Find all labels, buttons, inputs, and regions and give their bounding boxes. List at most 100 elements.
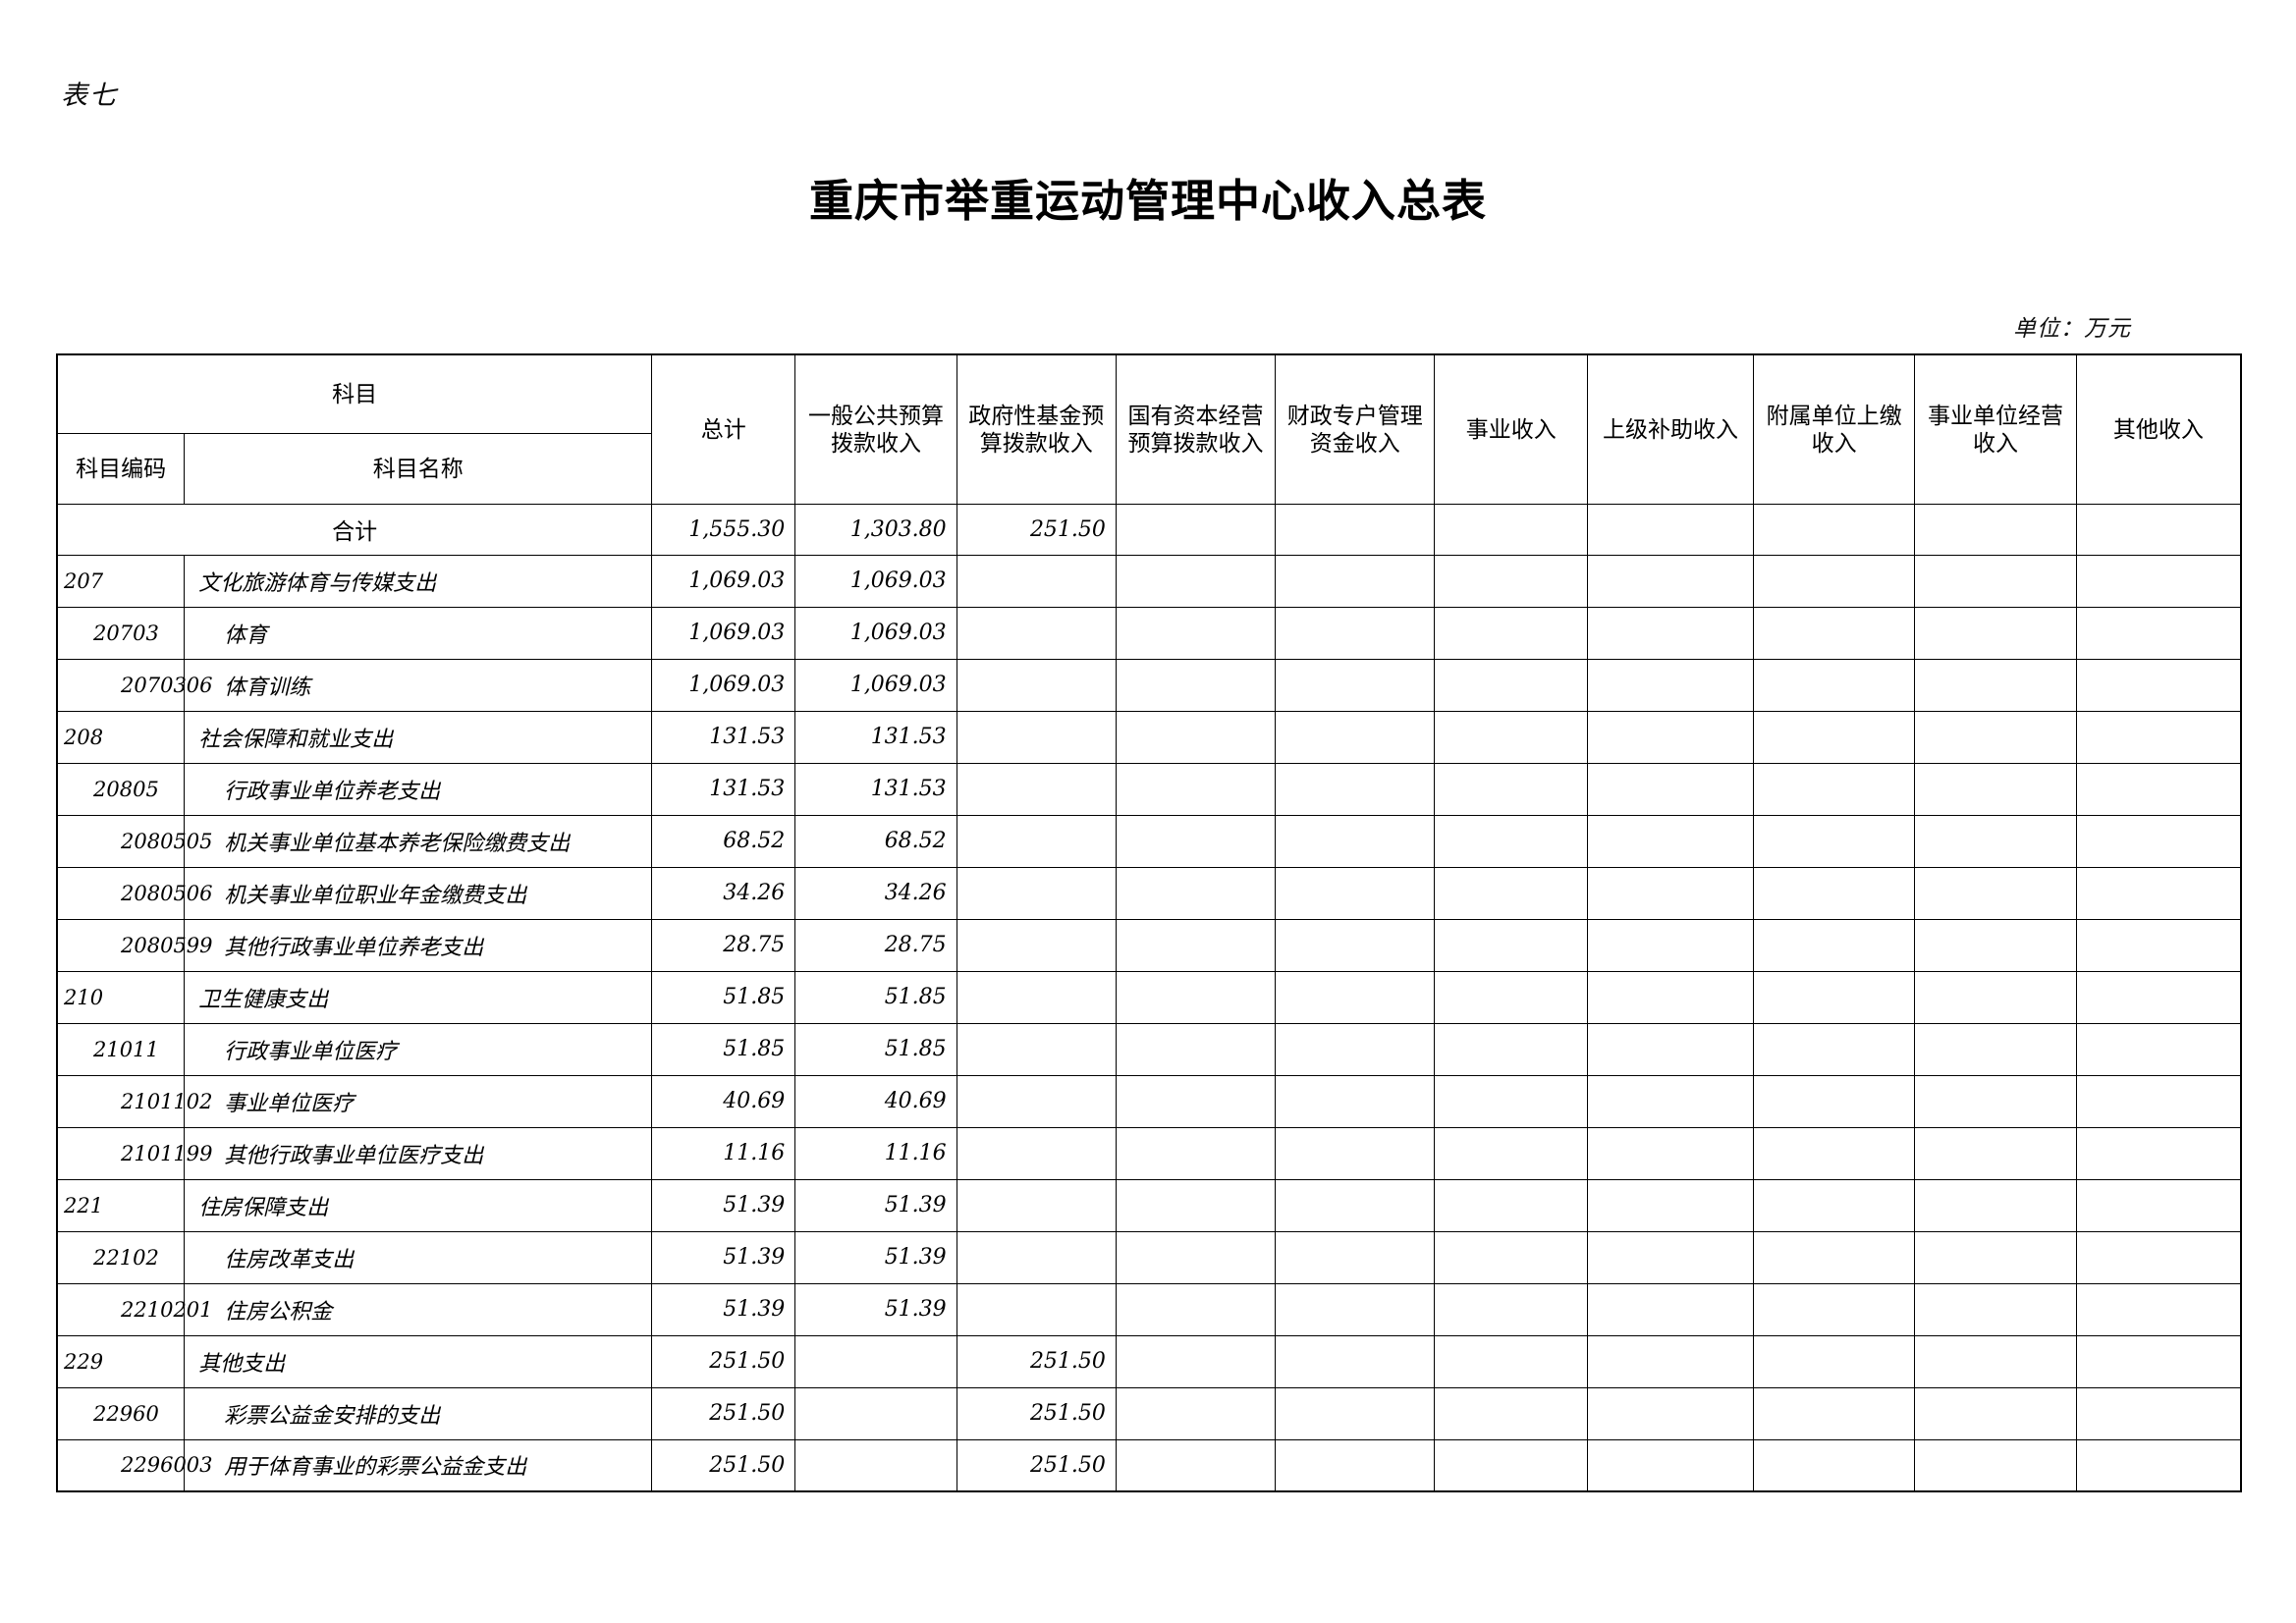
- cell-value-4: [1434, 1282, 1589, 1336]
- cell-value-1: [956, 970, 1117, 1024]
- cell-subject-name: 机关事业单位基本养老保险缴费支出: [184, 814, 653, 868]
- cell-value-1: [956, 1022, 1117, 1076]
- cell-total: 1,069.03: [651, 658, 796, 712]
- cell-total: 251.50: [651, 1438, 796, 1492]
- cell-value-2: [1115, 1230, 1277, 1284]
- header-col-fiscal-special-account: 财政专户管理资金收入: [1275, 353, 1436, 505]
- total-row-value-7: [1914, 503, 2077, 556]
- cell-value-3: [1275, 1178, 1436, 1232]
- cell-value-3: [1275, 554, 1436, 608]
- cell-value-8: [2075, 1178, 2242, 1232]
- cell-value-1: [956, 1282, 1117, 1336]
- cell-subject-code: 2101102: [56, 1074, 213, 1128]
- cell-value-8: [2075, 606, 2242, 660]
- cell-value-2: [1115, 1386, 1277, 1440]
- cell-value-7: [1914, 606, 2077, 660]
- cell-value-0: 1,069.03: [794, 658, 957, 712]
- table-header: 科目 总计 一般公共预算拨款收入 政府性基金预算拨款收入 国有资本经营预算拨款收…: [56, 353, 2242, 505]
- cell-value-2: [1115, 1022, 1277, 1076]
- cell-value-6: [1752, 970, 1916, 1024]
- cell-value-4: [1434, 762, 1589, 816]
- cell-value-4: [1434, 1022, 1589, 1076]
- cell-subject-code: 210: [56, 970, 186, 1024]
- header-col-subordinate-remittance: 附属单位上缴收入: [1752, 353, 1916, 505]
- cell-value-7: [1914, 710, 2077, 764]
- total-row-value-6: [1752, 503, 1916, 556]
- header-subject-code: 科目编码: [56, 432, 186, 505]
- table-row: 2210201 住房公积金 51.39 51.39: [56, 1282, 2242, 1336]
- cell-value-7: [1914, 1022, 2077, 1076]
- cell-value-8: [2075, 1074, 2242, 1128]
- cell-value-5: [1587, 1230, 1754, 1284]
- cell-value-7: [1914, 1386, 2077, 1440]
- cell-value-5: [1587, 1334, 1754, 1388]
- cell-subject-code: 2210201: [56, 1282, 213, 1336]
- cell-total: 1,069.03: [651, 606, 796, 660]
- total-row-label: 合计: [56, 503, 653, 556]
- table-row: 207 文化旅游体育与传媒支出 1,069.03 1,069.03: [56, 554, 2242, 608]
- cell-value-0: 131.53: [794, 710, 957, 764]
- cell-value-3: [1275, 1438, 1436, 1492]
- cell-value-1: [956, 554, 1117, 608]
- cell-value-0: 34.26: [794, 866, 957, 920]
- cell-total: 51.39: [651, 1282, 796, 1336]
- header-col-superior-subsidy: 上级补助收入: [1587, 353, 1754, 505]
- cell-value-6: [1752, 1126, 1916, 1180]
- total-row-value-8: [2075, 503, 2242, 556]
- table-row: 22102 住房改革支出 51.39 51.39: [56, 1230, 2242, 1284]
- cell-subject-name: 体育训练: [184, 658, 653, 712]
- cell-value-6: [1752, 866, 1916, 920]
- header-row-bottom: 科目编码 科目名称: [56, 432, 2241, 505]
- cell-value-5: [1587, 1178, 1754, 1232]
- cell-value-8: [2075, 918, 2242, 972]
- table-row-total: 合计 1,555.30 1,303.80 251.50: [56, 503, 2242, 556]
- table-row: 2296003 用于体育事业的彩票公益金支出 251.50 251.50: [56, 1438, 2242, 1492]
- cell-value-6: [1752, 1282, 1916, 1336]
- cell-subject-name: 其他支出: [184, 1334, 653, 1388]
- cell-value-3: [1275, 658, 1436, 712]
- cell-value-3: [1275, 1334, 1436, 1388]
- table-row: 22960 彩票公益金安排的支出 251.50 251.50: [56, 1386, 2242, 1440]
- cell-value-4: [1434, 1230, 1589, 1284]
- cell-value-8: [2075, 866, 2242, 920]
- cell-value-7: [1914, 658, 2077, 712]
- cell-value-0: 51.39: [794, 1230, 957, 1284]
- cell-subject-name: 行政事业单位医疗: [184, 1022, 653, 1076]
- cell-value-4: [1434, 1178, 1589, 1232]
- cell-value-4: [1434, 606, 1589, 660]
- cell-value-7: [1914, 918, 2077, 972]
- cell-value-8: [2075, 814, 2242, 868]
- cell-value-8: [2075, 1022, 2242, 1076]
- cell-total: 51.85: [651, 1022, 796, 1076]
- cell-value-2: [1115, 1074, 1277, 1128]
- cell-value-8: [2075, 1334, 2242, 1388]
- cell-value-4: [1434, 1074, 1589, 1128]
- cell-value-3: [1275, 1126, 1436, 1180]
- header-col-business-income: 事业收入: [1434, 353, 1589, 505]
- cell-value-0: [794, 1334, 957, 1388]
- cell-total: 131.53: [651, 762, 796, 816]
- cell-value-2: [1115, 1282, 1277, 1336]
- total-row-value-5: [1587, 503, 1754, 556]
- cell-value-1: [956, 658, 1117, 712]
- cell-value-6: [1752, 606, 1916, 660]
- total-row-value-1: 251.50: [956, 503, 1117, 556]
- cell-subject-code: 2080505: [56, 814, 213, 868]
- cell-value-6: [1752, 1438, 1916, 1492]
- cell-value-7: [1914, 1178, 2077, 1232]
- total-row-total: 1,555.30: [651, 503, 796, 556]
- header-total: 总计: [651, 353, 796, 505]
- cell-value-6: [1752, 762, 1916, 816]
- cell-subject-name: 文化旅游体育与传媒支出: [184, 554, 653, 608]
- cell-value-1: [956, 1230, 1117, 1284]
- cell-value-3: [1275, 762, 1436, 816]
- sheet-label: 表七: [61, 81, 118, 111]
- cell-value-3: [1275, 1230, 1436, 1284]
- cell-value-3: [1275, 918, 1436, 972]
- cell-value-4: [1434, 918, 1589, 972]
- cell-total: 68.52: [651, 814, 796, 868]
- cell-value-4: [1434, 866, 1589, 920]
- cell-value-6: [1752, 1178, 1916, 1232]
- cell-value-8: [2075, 1386, 2242, 1440]
- table-row: 20805 行政事业单位养老支出 131.53 131.53: [56, 762, 2242, 816]
